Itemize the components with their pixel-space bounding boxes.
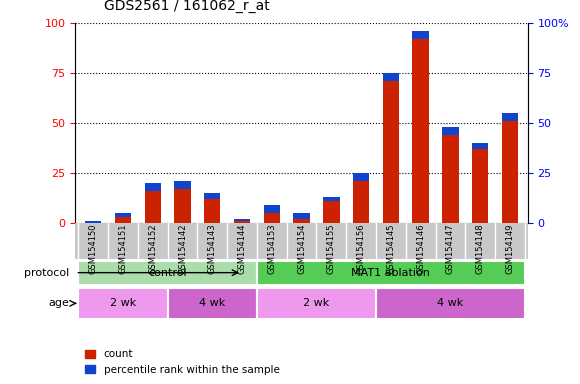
- Text: GSM154147: GSM154147: [446, 224, 455, 275]
- Text: GSM154152: GSM154152: [148, 224, 157, 274]
- Bar: [323, 197, 339, 201]
- Bar: [144, 183, 161, 223]
- Text: GSM154142: GSM154142: [178, 224, 187, 274]
- Bar: [383, 73, 399, 81]
- Text: protocol: protocol: [24, 268, 70, 278]
- Bar: [412, 31, 429, 39]
- Text: GSM154154: GSM154154: [297, 224, 306, 274]
- Bar: [353, 173, 369, 223]
- Bar: [442, 127, 459, 135]
- Bar: [204, 193, 220, 223]
- Bar: [502, 113, 518, 223]
- Bar: [115, 213, 131, 223]
- Text: GDS2561 / 161062_r_at: GDS2561 / 161062_r_at: [104, 0, 270, 13]
- Text: GSM154155: GSM154155: [327, 224, 336, 274]
- Bar: [383, 73, 399, 223]
- Bar: [78, 260, 257, 285]
- Bar: [78, 288, 168, 319]
- Text: 4 wk: 4 wk: [437, 298, 463, 308]
- Bar: [293, 213, 310, 223]
- Text: 4 wk: 4 wk: [199, 298, 226, 308]
- Text: GSM154148: GSM154148: [476, 224, 485, 275]
- Bar: [257, 288, 376, 319]
- Text: GSM154149: GSM154149: [505, 224, 514, 274]
- Text: MAT1 ablation: MAT1 ablation: [351, 268, 430, 278]
- Bar: [115, 213, 131, 217]
- Bar: [257, 260, 525, 285]
- Bar: [85, 221, 101, 223]
- Text: GSM154146: GSM154146: [416, 224, 425, 275]
- Text: GSM154144: GSM154144: [238, 224, 246, 274]
- Bar: [234, 219, 250, 223]
- Text: GSM154143: GSM154143: [208, 224, 217, 275]
- Bar: [144, 183, 161, 191]
- Bar: [234, 219, 250, 221]
- Text: control: control: [148, 268, 187, 278]
- Text: GSM154151: GSM154151: [118, 224, 128, 274]
- Text: GSM154156: GSM154156: [357, 224, 365, 275]
- Legend: count, percentile rank within the sample: count, percentile rank within the sample: [81, 345, 284, 379]
- Bar: [293, 213, 310, 219]
- Bar: [168, 288, 257, 319]
- Text: GSM154145: GSM154145: [386, 224, 396, 274]
- Bar: [204, 193, 220, 199]
- Text: GSM154153: GSM154153: [267, 224, 276, 275]
- Bar: [376, 288, 525, 319]
- Bar: [502, 113, 518, 121]
- Bar: [412, 31, 429, 223]
- Bar: [353, 173, 369, 181]
- Bar: [442, 127, 459, 223]
- Text: GSM154150: GSM154150: [89, 224, 98, 274]
- Bar: [264, 205, 280, 213]
- Bar: [472, 143, 488, 149]
- Bar: [175, 181, 191, 189]
- Bar: [85, 221, 101, 227]
- Text: 2 wk: 2 wk: [303, 298, 329, 308]
- Bar: [175, 181, 191, 223]
- Bar: [323, 197, 339, 223]
- Bar: [472, 143, 488, 223]
- Text: age: age: [49, 298, 70, 308]
- Bar: [264, 205, 280, 223]
- Text: 2 wk: 2 wk: [110, 298, 136, 308]
